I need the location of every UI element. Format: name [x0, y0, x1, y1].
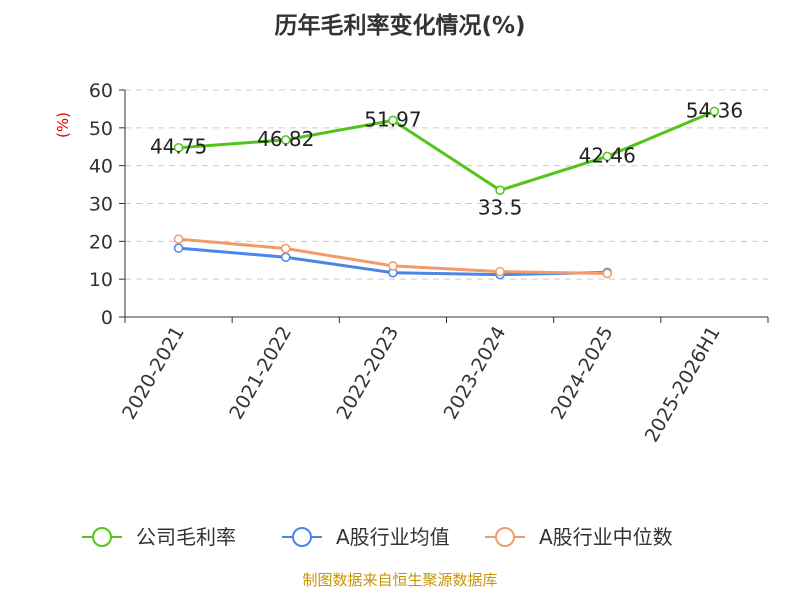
data-point — [602, 268, 612, 279]
data-point — [281, 243, 291, 254]
data-point — [495, 266, 505, 277]
data-point — [388, 115, 398, 126]
data-point — [709, 106, 720, 117]
x-tick-label: 2021-2022 — [225, 323, 296, 424]
gridlines — [125, 89, 768, 280]
data-label: 54.36 — [686, 98, 743, 122]
data-label: 42.46 — [579, 143, 636, 167]
data-point — [173, 234, 184, 244]
data-point — [495, 185, 505, 196]
legend-label: A股行业均值 — [336, 525, 450, 549]
x-tick-label: 2020-2021 — [118, 323, 189, 424]
series-line — [178, 109, 715, 192]
y-tick-label: 20 — [89, 231, 113, 253]
x-tick-labels: 2020-2021 2021-2022 2022-2023 2023-2024 2024… — [118, 323, 725, 447]
data-label: 46.82 — [257, 127, 314, 151]
x-tick-label: 2023-2024 — [440, 323, 511, 424]
data-point — [173, 243, 184, 253]
y-axis-label: (%) — [54, 112, 72, 138]
legend-label: 公司毛利率 — [136, 525, 236, 549]
axes — [119, 89, 769, 323]
data-labels: 44.75 46.82 51.97 33.5 42.46 54.36 — [150, 98, 743, 219]
data-point — [281, 135, 291, 145]
legend-swatch-marker — [92, 527, 112, 547]
y-tick-label: 60 — [89, 80, 113, 102]
data-point — [173, 142, 184, 153]
data-label: 44.75 — [150, 135, 207, 159]
y-tick-label: 30 — [89, 194, 113, 216]
y-tick-label: 0 — [101, 307, 113, 329]
x-tick-label: 2024-2025 — [547, 323, 618, 424]
x-tick-label: 2022-2023 — [332, 323, 403, 424]
legend-swatch-marker — [495, 527, 515, 547]
legend-swatch-marker — [292, 527, 312, 547]
x-tick-label: 2025-2026H1 — [641, 323, 725, 447]
data-label: 51.97 — [364, 107, 421, 131]
series-lines — [173, 106, 720, 280]
legend-label: A股行业中位数 — [539, 525, 673, 549]
y-tick-label: 50 — [89, 118, 113, 140]
chart-title: 历年毛利率变化情况(%) — [274, 12, 525, 39]
y-tick-label: 40 — [89, 156, 113, 178]
legend: 公司毛利率 A股行业均值 A股行业中位数 — [82, 525, 673, 549]
data-point — [388, 261, 398, 271]
data-point — [281, 252, 291, 262]
source-note: 制图数据来自恒生聚源数据库 — [302, 571, 497, 589]
y-tick-labels: 0 10 20 30 40 50 60 — [89, 80, 113, 329]
data-point — [602, 151, 612, 162]
data-label: 33.5 — [478, 195, 523, 219]
y-tick-label: 10 — [89, 269, 113, 291]
